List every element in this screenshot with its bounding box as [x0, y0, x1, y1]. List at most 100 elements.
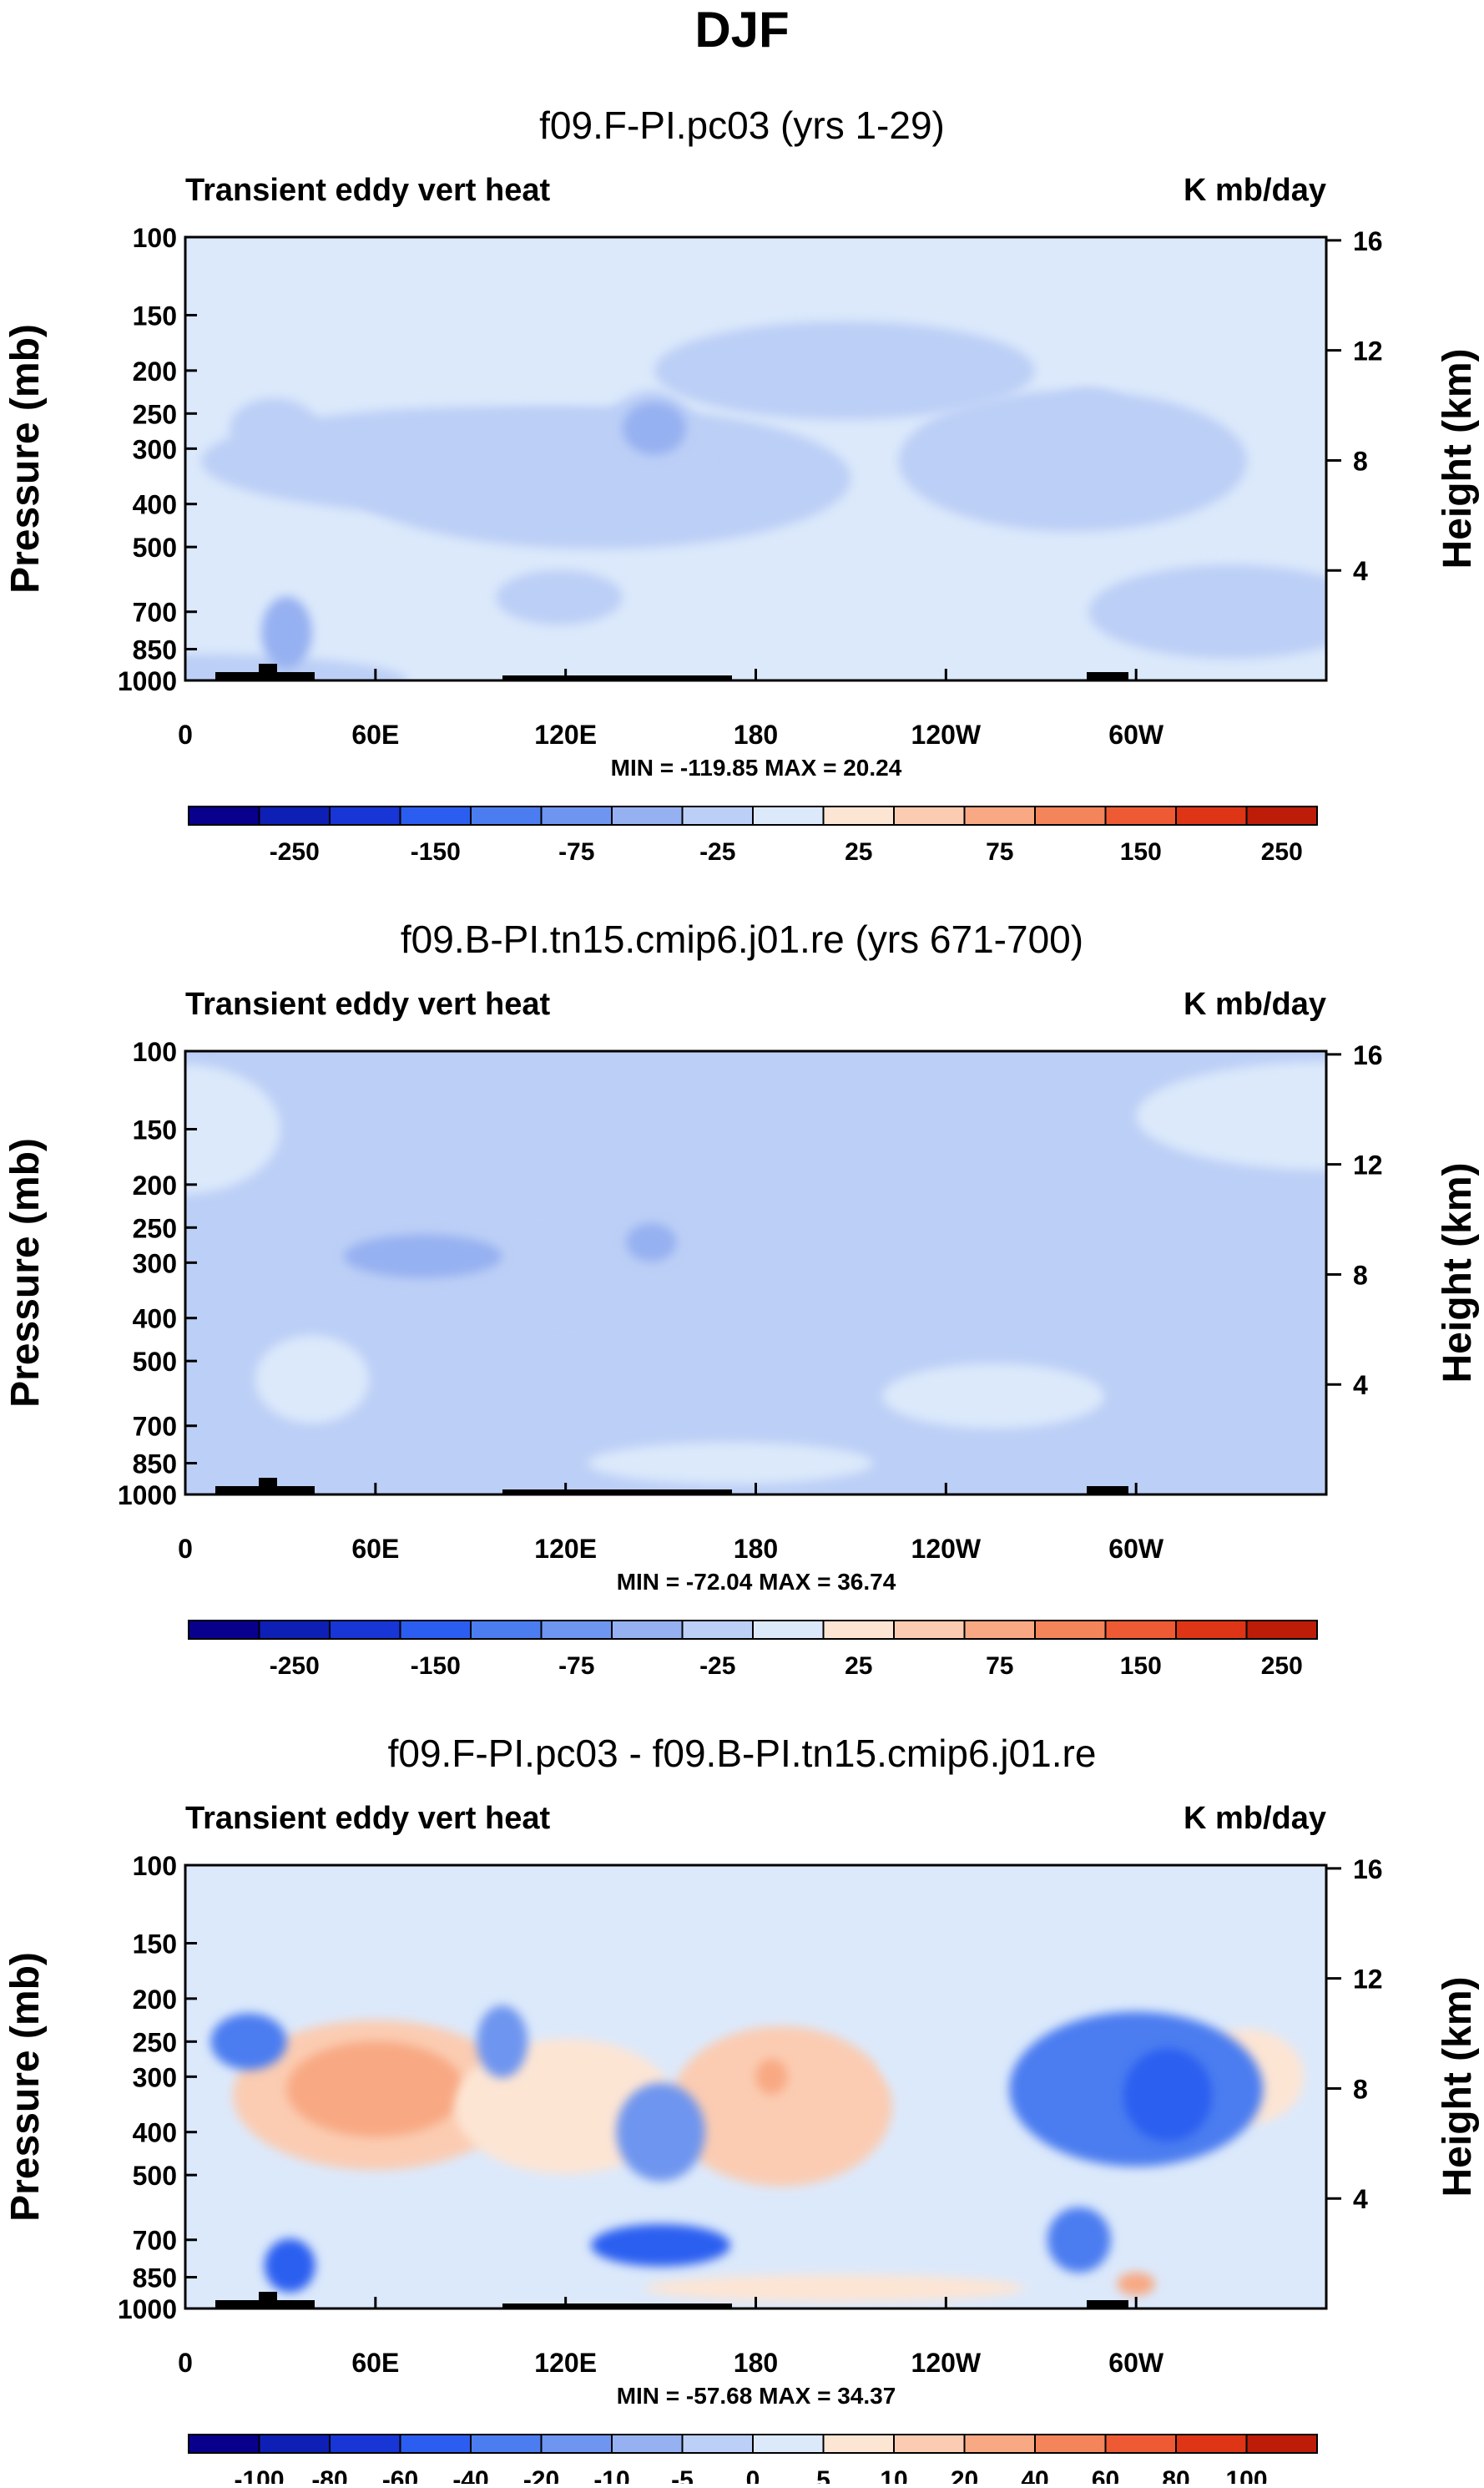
field-contour	[230, 397, 319, 459]
x-tick-label: 60E	[351, 2348, 399, 2378]
colorbar-label: -25	[699, 838, 735, 866]
y-tick-label: 850	[133, 2263, 177, 2293]
y-tick-label: 700	[133, 2226, 177, 2256]
y-tick-label: 500	[133, 533, 177, 563]
right-axis-label: Height (km)	[1436, 1163, 1480, 1383]
colorbar-swatch	[611, 2434, 684, 2454]
colorbar-swatch	[258, 1620, 331, 1640]
plot-area	[185, 237, 1326, 680]
colorbar-label: -75	[558, 1652, 594, 1680]
colorbar-swatch	[893, 1620, 966, 1640]
panel-left-label: Transient eddy vert heat	[185, 173, 550, 208]
colorbar-swatch	[822, 1620, 895, 1640]
field-contour	[286, 2040, 465, 2137]
y-tick-label: 150	[133, 301, 177, 331]
field-contour	[496, 569, 623, 625]
topography	[215, 664, 1128, 680]
panel-left-label: Transient eddy vert heat	[185, 1801, 550, 1836]
colorbar-swatch	[963, 2434, 1036, 2454]
colorbar-label: -250	[270, 838, 320, 866]
colorbar-swatch	[1175, 1620, 1248, 1640]
colorbar-swatch	[752, 2434, 825, 2454]
y-axis-label: Pressure (mb)	[3, 1138, 48, 1408]
x-tick-label: 60E	[351, 1534, 399, 1564]
colorbar-swatch	[611, 806, 684, 826]
colorbar-label: 100	[1225, 2466, 1267, 2484]
right-tick-label: 4	[1353, 1370, 1368, 1400]
field-contour	[882, 1363, 1105, 1429]
colorbar-swatch	[1034, 1620, 1107, 1640]
colorbar-label: 0	[746, 2466, 760, 2484]
right-tick-label: 16	[1353, 1040, 1383, 1070]
y-axis-label: Pressure (mb)	[3, 1952, 48, 2222]
y-tick-label: 100	[133, 1037, 177, 1067]
colorbar-swatch	[1245, 1620, 1318, 1640]
field-contour	[255, 1335, 370, 1424]
field-contour	[654, 321, 1035, 420]
panel-stats: MIN = -119.85 MAX = 20.24	[611, 755, 902, 781]
panels: f09.F-PI.pc03 (yrs 1-29) Transient eddy v…	[3, 104, 1480, 2488]
colorbar-swatch	[893, 2434, 966, 2454]
colorbar-swatch	[1245, 806, 1318, 826]
colorbar-swatch	[399, 2434, 472, 2454]
colorbar-swatch	[1104, 806, 1177, 826]
y-tick-label: 400	[133, 490, 177, 520]
field-contour	[343, 1234, 502, 1278]
y-tick-label: 400	[133, 2118, 177, 2148]
y-tick-label: 700	[133, 598, 177, 628]
x-tick-label: 60W	[1108, 2348, 1164, 2378]
field-contour	[1123, 2048, 1213, 2142]
panel-title: f09.F-PI.pc03 - f09.B-PI.tn15.cmip6.j01.…	[388, 1732, 1097, 1775]
colorbar-label: 80	[1162, 2466, 1189, 2484]
colorbar-swatch	[540, 2434, 613, 2454]
colorbar-swatch	[540, 806, 613, 826]
colorbar-swatch	[1104, 1620, 1177, 1640]
y-tick-label: 850	[133, 635, 177, 665]
colorbar-label: 75	[986, 838, 1013, 866]
right-tick-label: 12	[1353, 1965, 1383, 1995]
y-tick-label: 700	[133, 1412, 177, 1442]
colorbar-swatch	[681, 1620, 754, 1640]
plot-area	[185, 1865, 1326, 2308]
panel-left-label: Transient eddy vert heat	[185, 987, 550, 1022]
colorbar-label: 150	[1120, 1652, 1162, 1680]
colorbar-swatch	[963, 806, 1036, 826]
colorbar-swatch	[1034, 806, 1107, 826]
colorbar-swatch	[470, 806, 543, 826]
x-tick-label: 0	[178, 720, 193, 750]
colorbar-label: 20	[951, 2466, 978, 2484]
x-tick-label: 120E	[534, 2348, 597, 2378]
field-contour	[261, 596, 312, 669]
colorbar-label: 25	[845, 1652, 872, 1680]
colorbar-label: -25	[699, 1652, 735, 1680]
colorbar-label: 5	[816, 2466, 830, 2484]
colorbar-label: -40	[452, 2466, 488, 2484]
y-tick-label: 1000	[118, 1480, 177, 1510]
field-contour	[185, 1064, 280, 1194]
y-axis-label: Pressure (mb)	[3, 324, 48, 594]
x-tick-label: 120W	[911, 720, 982, 750]
colorbar-label: 250	[1261, 838, 1303, 866]
field-contour	[502, 1221, 756, 1330]
panel-units: K mb/day	[1184, 987, 1326, 1022]
y-tick-label: 150	[133, 1115, 177, 1145]
colorbar-swatch	[470, 2434, 543, 2454]
colorbar-label: 10	[880, 2466, 907, 2484]
field-contour	[644, 2274, 1026, 2302]
colorbar-label: -80	[311, 2466, 347, 2484]
colorbar-label: -100	[234, 2466, 284, 2484]
colorbar-swatch	[329, 806, 401, 826]
x-tick-label: 120W	[911, 1534, 982, 1564]
colorbar-swatch	[681, 806, 754, 826]
colorbar-swatch	[329, 2434, 401, 2454]
x-tick-label: 180	[734, 2348, 778, 2378]
y-tick-label: 100	[133, 223, 177, 253]
y-tick-label: 250	[133, 1213, 177, 1243]
field-contour	[1136, 1231, 1213, 1282]
colorbar-swatch	[399, 806, 472, 826]
right-tick-label: 16	[1353, 226, 1383, 256]
panel-stats: MIN = -57.68 MAX = 34.37	[617, 2383, 896, 2409]
field-contour	[882, 2030, 1010, 2096]
colorbar-label: -5	[671, 2466, 694, 2484]
